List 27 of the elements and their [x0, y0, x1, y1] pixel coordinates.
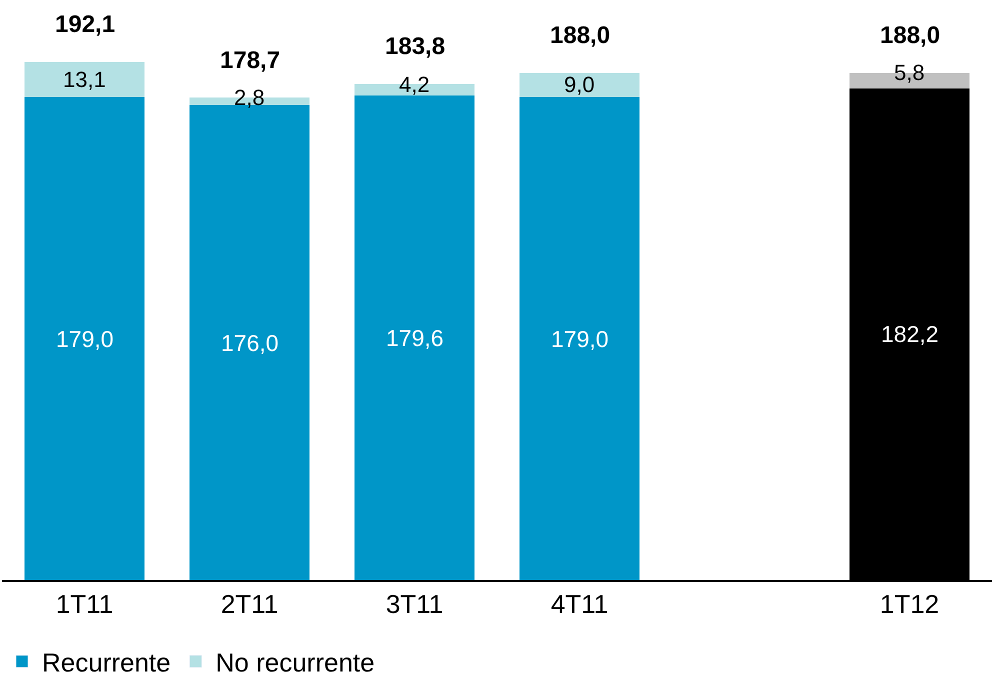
data-label: 176,0: [221, 330, 279, 356]
bar: [354, 96, 475, 580]
x-tick-label: 4T11: [550, 588, 608, 619]
x-tick-label: 1T12: [880, 588, 940, 619]
legend-label: Recurrente: [42, 648, 171, 678]
data-label: 5,8: [894, 60, 925, 85]
total-label: 188,0: [550, 22, 610, 49]
data-label: 182,2: [881, 321, 939, 347]
data-label: 13,1: [63, 67, 106, 92]
data-label: 9,0: [564, 72, 595, 97]
total-label: 188,0: [880, 22, 940, 49]
bar: [519, 97, 640, 580]
x-tick-label: 2T11: [220, 588, 278, 619]
data-label: 179,6: [386, 325, 444, 351]
bar: [519, 72, 640, 98]
data-label: 179,0: [551, 326, 609, 352]
bar: [24, 97, 145, 580]
x-tick-label: 3T11: [386, 588, 444, 619]
legend-label: No recurrente: [216, 648, 375, 678]
data-label: 179,0: [56, 326, 114, 352]
bar: [24, 62, 145, 98]
data-label: 2,8: [234, 85, 265, 110]
total-label: 178,7: [220, 47, 280, 74]
data-label: 4,2: [399, 72, 430, 97]
x-tick-label: 1T11: [56, 588, 114, 619]
total-label: 192,1: [55, 11, 116, 38]
total-label: 183,8: [385, 33, 446, 60]
